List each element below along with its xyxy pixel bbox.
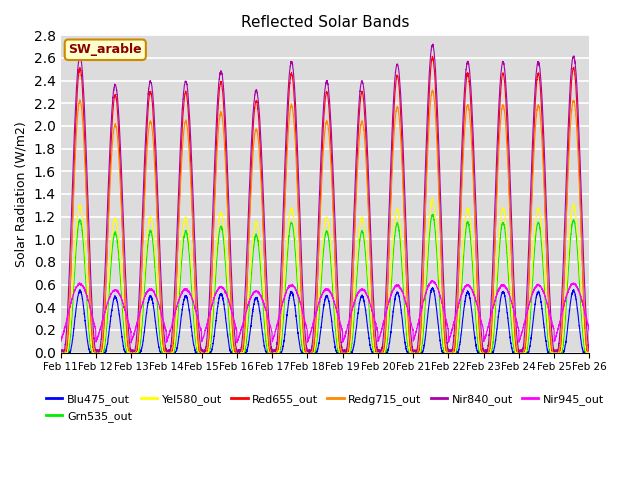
Grn535_out [474,334,481,339]
Yel580_out [474,323,481,329]
Nir945_out [444,323,451,329]
Yel580_out [428,196,436,202]
Line: Yel580_out: Yel580_out [61,199,589,353]
Nir840_out [429,41,436,47]
Line: Red655_out: Red655_out [61,56,589,353]
Yel580_out [414,350,422,356]
Red655_out [586,348,593,353]
Line: Blu475_out: Blu475_out [61,288,589,353]
Yel580_out [152,259,159,264]
Yel580_out [585,349,593,355]
Blu475_out [305,349,313,355]
Nir945_out [586,347,593,352]
Text: SW_arable: SW_arable [68,43,142,56]
Nir945_out [585,324,593,330]
Line: Redg715_out: Redg715_out [61,90,589,353]
Nir840_out [586,347,593,353]
Grn535_out [57,350,65,356]
Grn535_out [444,350,451,356]
Line: Grn535_out: Grn535_out [61,214,589,353]
Blu475_out [474,348,481,354]
Legend: Blu475_out, Grn535_out, Yel580_out, Red655_out, Redg715_out, Nir840_out, Nir945_: Blu475_out, Grn535_out, Yel580_out, Red6… [42,390,609,426]
Redg715_out [268,350,275,356]
Nir840_out [57,348,65,354]
Nir840_out [305,347,313,353]
Nir840_out [414,339,422,345]
Nir945_out [152,293,159,299]
Redg715_out [429,87,436,93]
Nir840_out [305,349,313,355]
Yel580_out [305,350,313,356]
Grn535_out [152,273,159,278]
Red655_out [414,348,422,354]
Redg715_out [586,348,593,354]
Yel580_out [444,349,451,355]
Redg715_out [414,348,422,353]
Line: Nir840_out: Nir840_out [61,44,589,352]
Grn535_out [305,350,313,356]
Nir840_out [474,248,481,254]
Blu475_out [57,350,65,356]
Blu475_out [414,349,422,355]
Nir840_out [152,140,159,145]
Blu475_out [429,285,436,291]
Nir945_out [305,335,313,340]
Title: Reflected Solar Bands: Reflected Solar Bands [241,15,409,30]
Grn535_out [586,350,593,356]
Red655_out [339,350,347,356]
Yel580_out [586,349,593,355]
Red655_out [444,347,451,353]
Redg715_out [305,348,313,354]
Nir840_out [444,344,451,350]
Red655_out [305,348,313,354]
Red655_out [57,348,65,354]
Nir945_out [414,321,422,326]
Blu475_out [585,350,593,356]
Nir945_out [428,277,436,283]
Blu475_out [57,349,65,355]
Grn535_out [414,350,422,356]
Redg715_out [152,180,159,186]
Y-axis label: Solar Radiation (W/m2): Solar Radiation (W/m2) [15,121,28,267]
Nir945_out [57,339,65,345]
Blu475_out [444,350,451,356]
Nir840_out [585,346,593,352]
Red655_out [429,53,436,59]
Redg715_out [444,348,451,354]
Nir945_out [474,303,481,309]
Redg715_out [474,282,481,288]
Yel580_out [57,350,65,356]
Grn535_out [429,211,436,217]
Grn535_out [585,349,593,355]
Red655_out [474,288,481,293]
Redg715_out [57,348,65,354]
Redg715_out [585,348,593,354]
Blu475_out [586,349,593,355]
Blu475_out [152,321,159,327]
Red655_out [585,348,593,353]
Red655_out [152,165,159,170]
Line: Nir945_out: Nir945_out [61,280,589,349]
